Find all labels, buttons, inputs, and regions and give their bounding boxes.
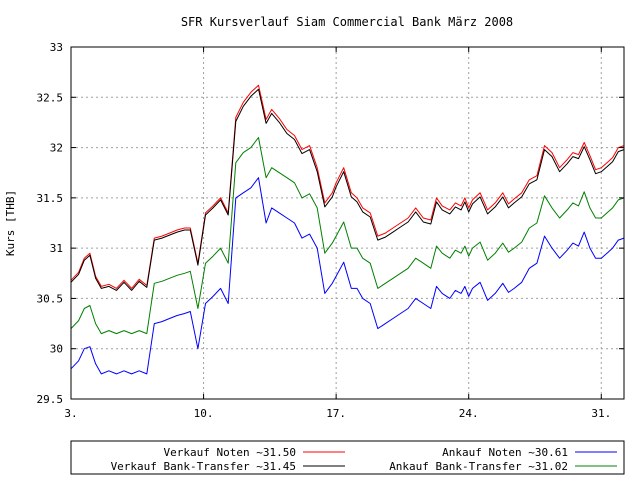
y-tick-label: 32.5 bbox=[37, 91, 64, 104]
x-tick-label: 17. bbox=[326, 407, 346, 420]
legend-label: Verkauf Noten ~31.50 bbox=[164, 446, 296, 459]
y-tick-label: 30.5 bbox=[37, 292, 64, 305]
y-tick-label: 29.5 bbox=[37, 393, 64, 406]
y-tick-label: 31.5 bbox=[37, 192, 64, 205]
legend-label: Ankauf Bank-Transfer ~31.02 bbox=[389, 460, 568, 473]
x-tick-label: 3. bbox=[64, 407, 77, 420]
ticks: 29.5 30 30.5 31 31.5 32 32.5 33 3. 10. 17. 24. 31. bbox=[37, 41, 624, 420]
x-tick-label: 10. bbox=[194, 407, 214, 420]
y-tick-label: 33 bbox=[50, 41, 63, 54]
legend-box bbox=[70, 440, 625, 475]
x-tick-label: 31. bbox=[591, 407, 611, 420]
y-tick-label: 32 bbox=[50, 142, 63, 155]
series-line-1 bbox=[70, 177, 625, 375]
series-line-0 bbox=[70, 84, 625, 289]
grid bbox=[71, 47, 624, 399]
series-line-3 bbox=[70, 137, 625, 335]
chart-title: SFR Kursverlauf Siam Commercial Bank Mär… bbox=[181, 15, 513, 29]
series-line-2 bbox=[70, 88, 625, 291]
legend-label: Verkauf Bank-Transfer ~31.45 bbox=[111, 460, 296, 473]
y-axis-label: Kurs [THB] bbox=[4, 190, 17, 256]
y-tick-label: 31 bbox=[50, 242, 63, 255]
series-layer bbox=[70, 84, 625, 375]
plot-frame bbox=[70, 46, 625, 400]
x-tick-label: 24. bbox=[459, 407, 479, 420]
legend-label: Ankauf Noten ~30.61 bbox=[442, 446, 568, 459]
y-tick-label: 30 bbox=[50, 343, 63, 356]
